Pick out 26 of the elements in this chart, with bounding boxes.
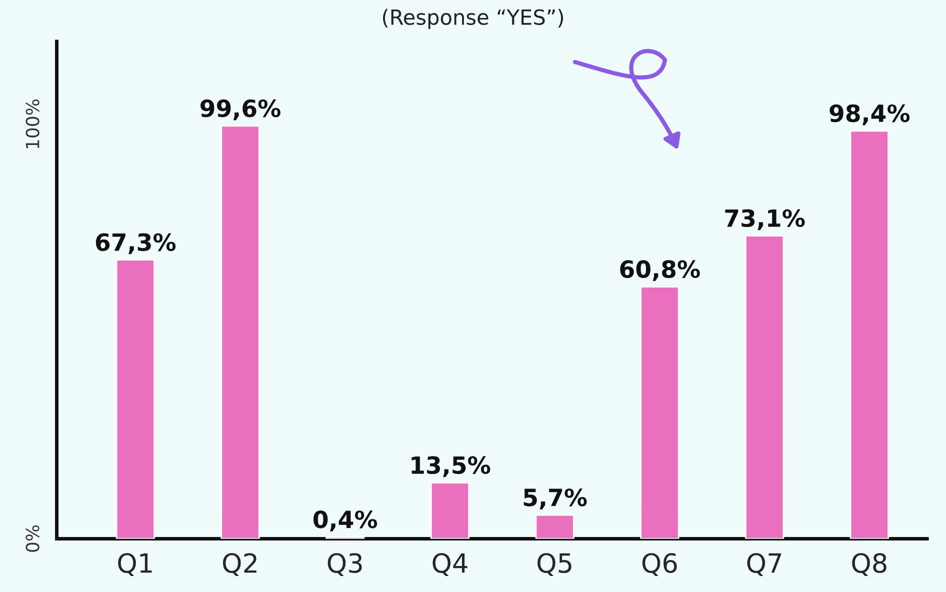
bar [744,235,784,539]
data-label: 60,8% [620,260,700,282]
data-label: 13,5% [412,456,490,478]
data-label: 99,6% [200,99,280,120]
x-tick-label: Q5 [538,553,572,576]
x-tick-label: Q3 [328,553,362,576]
x-tick-label: Q8 [852,553,886,576]
bar [850,130,889,539]
x-tick-label: Q7 [747,553,782,576]
x-tick-label: Q2 [222,553,256,576]
data-label: 5,7% [524,488,587,510]
bar [116,259,155,539]
data-label: 98,4% [830,104,910,126]
bar [220,125,260,539]
bar [640,286,680,539]
bar [535,514,574,539]
data-label: 67,3% [96,233,176,254]
x-tick-label: Q1 [118,553,152,576]
chart-title: (Response “YES”) [382,8,564,30]
x-tick-label: Q6 [642,553,677,576]
data-label: 73,1% [725,209,805,230]
bar [430,482,470,539]
x-tick-label: Q4 [432,553,468,576]
y-tick-label: 100% [26,100,40,148]
y-tick-label: 0% [26,525,40,552]
data-label: 0,4% [314,510,378,532]
